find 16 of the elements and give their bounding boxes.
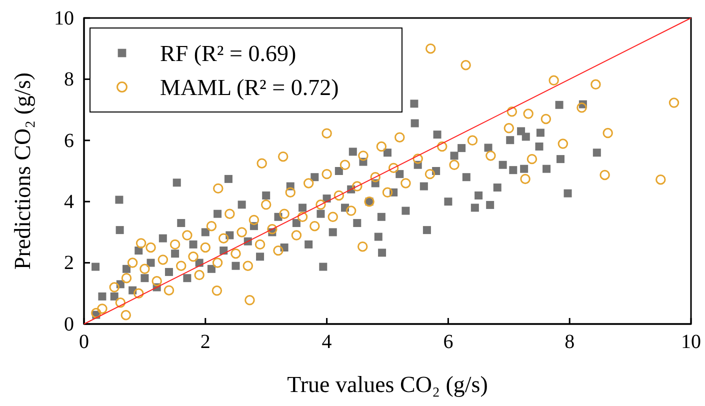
x-tick-label: 2 [200, 331, 210, 354]
x-tick-label: 4 [322, 331, 332, 354]
x-tick-label: 10 [681, 331, 701, 354]
y-tick-label: 4 [64, 191, 74, 213]
x-tick-label: 6 [443, 331, 454, 354]
y-tick-label: 6 [64, 130, 74, 152]
y-axis-title: Predictions CO₂ (g/s) [10, 72, 35, 270]
x-tick-label: 0 [79, 331, 89, 354]
y-tick-label: 2 [64, 252, 74, 274]
legend-label: MAML (R² = 0.72) [160, 75, 339, 100]
y-tick-label: 10 [54, 7, 74, 30]
x-tick-label: 8 [564, 331, 575, 354]
y-tick-label: 0 [64, 313, 74, 336]
y-tick-label: 8 [64, 68, 74, 91]
legend-label: RF (R² = 0.69) [160, 41, 296, 66]
x-axis-title: True values CO₂ (g/s) [287, 372, 488, 397]
